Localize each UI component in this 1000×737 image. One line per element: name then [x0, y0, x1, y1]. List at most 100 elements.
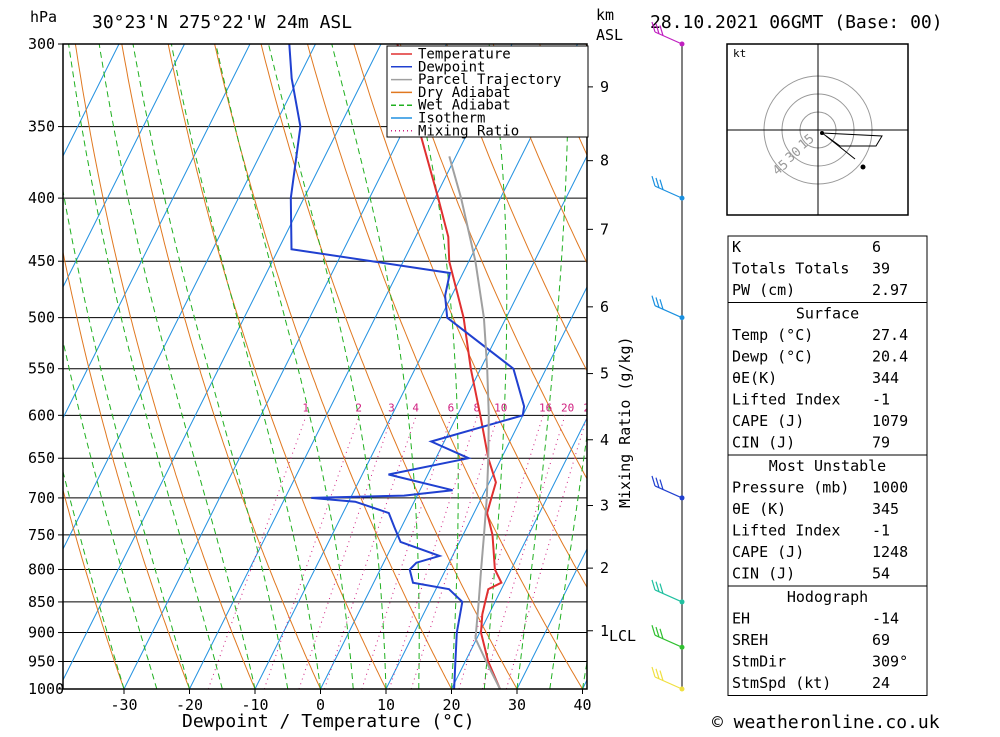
dry-adiabat-line	[168, 44, 386, 689]
pressure-tick-label: 500	[28, 309, 55, 327]
parcel-trajectory-profile	[449, 156, 500, 689]
isotherm-line	[124, 44, 447, 689]
pressure-tick-label: 750	[28, 526, 55, 544]
km-tick-label: 3	[600, 497, 609, 515]
indices-summary-row-label: Totals Totals	[732, 260, 849, 278]
lcl-label: LCL	[609, 627, 636, 645]
surface-indices-row-label: CAPE (J)	[732, 412, 804, 430]
isotherm-line	[59, 44, 382, 689]
hodograph-indices-row-value: -14	[872, 610, 899, 628]
pressure-tick-label: 450	[28, 252, 55, 270]
indices-summary-row-label: PW (cm)	[732, 281, 795, 299]
mixing-ratio-line	[299, 415, 392, 689]
mixing-ratio-label: 16	[539, 401, 552, 414]
pressure-tick-label: 550	[28, 360, 55, 378]
x-tick-label: 40	[573, 696, 591, 714]
legend-entry-label: Mixing Ratio	[418, 123, 519, 139]
hpa-axis-unit: hPa	[30, 8, 57, 26]
most-unstable-indices-row-label: θE (K)	[732, 500, 786, 518]
mixing-ratio-label: 1	[302, 401, 309, 414]
indices-summary-row-value: 6	[872, 238, 881, 256]
surface-indices-row-label: Temp (°C)	[732, 326, 813, 344]
pressure-tick-label: 800	[28, 560, 55, 578]
km-tick-label: 6	[600, 298, 609, 316]
most-unstable-indices-row-value: 1000	[872, 479, 908, 497]
mixing-ratio-line	[208, 415, 306, 689]
wind-barb-flag	[652, 296, 655, 306]
surface-indices-title: Surface	[796, 305, 859, 323]
hodograph-indices-title: Hodograph	[787, 588, 868, 606]
wind-barb-flag	[652, 667, 655, 677]
wind-barb-shaft	[655, 677, 682, 689]
surface-indices-row-value: -1	[872, 391, 890, 409]
wind-barb-flag	[652, 476, 655, 486]
hodograph-indices-row-label: StmDir	[732, 653, 786, 671]
surface-indices-row-value: 20.4	[872, 348, 908, 366]
pressure-tick-label: 350	[28, 118, 55, 136]
most-unstable-indices-row-value: -1	[872, 522, 890, 540]
wind-barb-shaft	[655, 635, 682, 647]
x-axis-label: Dewpoint / Temperature (°C)	[182, 711, 475, 732]
hodograph-start-point	[820, 131, 824, 135]
mixing-ratio-label: 2	[355, 401, 362, 414]
mixing-ratio-line	[264, 415, 359, 689]
km-tick-label: 1	[600, 622, 609, 640]
most-unstable-indices-row-label: Pressure (mb)	[732, 479, 849, 497]
surface-indices-row-value: 1079	[872, 412, 908, 430]
mixing-ratio-label: 20	[561, 401, 574, 414]
wind-barb-shaft	[655, 186, 682, 198]
wind-profile	[652, 22, 685, 692]
hodograph-indices-row-value: 24	[872, 674, 890, 692]
mixing-ratio-label: 4	[412, 401, 419, 414]
wind-barb-flag	[652, 625, 655, 635]
hodograph-indices-row-value: 309°	[872, 653, 908, 671]
copyright-footer: © weatheronline.co.uk	[712, 712, 940, 733]
surface-indices-row-label: CIN (J)	[732, 434, 795, 452]
km-tick-label: 7	[600, 220, 609, 238]
km-tick-label: 2	[600, 559, 609, 577]
forecast-datetime: 28.10.2021 06GMT (Base: 00)	[650, 12, 943, 33]
km-tick-label: 5	[600, 365, 609, 383]
surface-indices-row-value: 344	[872, 369, 899, 387]
wet-adiabat-line	[407, 44, 459, 689]
mixing-ratio-label: 3	[388, 401, 395, 414]
wind-barb-flag	[652, 176, 655, 186]
most-unstable-indices-row-label: Lifted Index	[732, 522, 840, 540]
station-location-title: 30°23'N 275°22'W 24m ASL	[92, 12, 352, 33]
most-unstable-indices-row-value: 345	[872, 500, 899, 518]
isotherm-line	[452, 44, 775, 689]
hodograph-unit-label: kt	[733, 47, 746, 60]
dry-adiabat-line	[75, 44, 255, 689]
mixing-ratio-label: 25	[583, 401, 596, 414]
pressure-tick-label: 900	[28, 624, 55, 642]
mixing-ratio-line	[325, 415, 417, 689]
indices-summary-row-value: 39	[872, 260, 890, 278]
isotherm-line	[321, 44, 644, 689]
surface-indices-row-value: 79	[872, 434, 890, 452]
pressure-tick-label: 400	[28, 189, 55, 207]
wind-barb-flag	[652, 580, 655, 590]
storm-motion-point	[861, 165, 866, 170]
isotherm-line	[0, 44, 119, 689]
pressure-tick-label: 950	[28, 653, 55, 671]
dry-adiabat-line	[0, 44, 124, 689]
temperature-profile	[397, 44, 501, 689]
km-tick-label: 8	[600, 152, 609, 170]
asl-axis-unit: ASL	[596, 26, 623, 44]
surface-indices-row-label: Lifted Index	[732, 391, 840, 409]
wet-adiabat-line	[133, 44, 288, 689]
plot-frame	[63, 44, 587, 689]
pressure-tick-label: 700	[28, 489, 55, 507]
wind-barb-shaft	[655, 32, 682, 44]
pressure-tick-label: 650	[28, 449, 55, 467]
wet-adiabat-line	[583, 44, 692, 689]
wind-barb-shaft	[655, 590, 682, 602]
dry-adiabat-line	[911, 44, 1000, 689]
km-tick-label: 9	[600, 78, 609, 96]
